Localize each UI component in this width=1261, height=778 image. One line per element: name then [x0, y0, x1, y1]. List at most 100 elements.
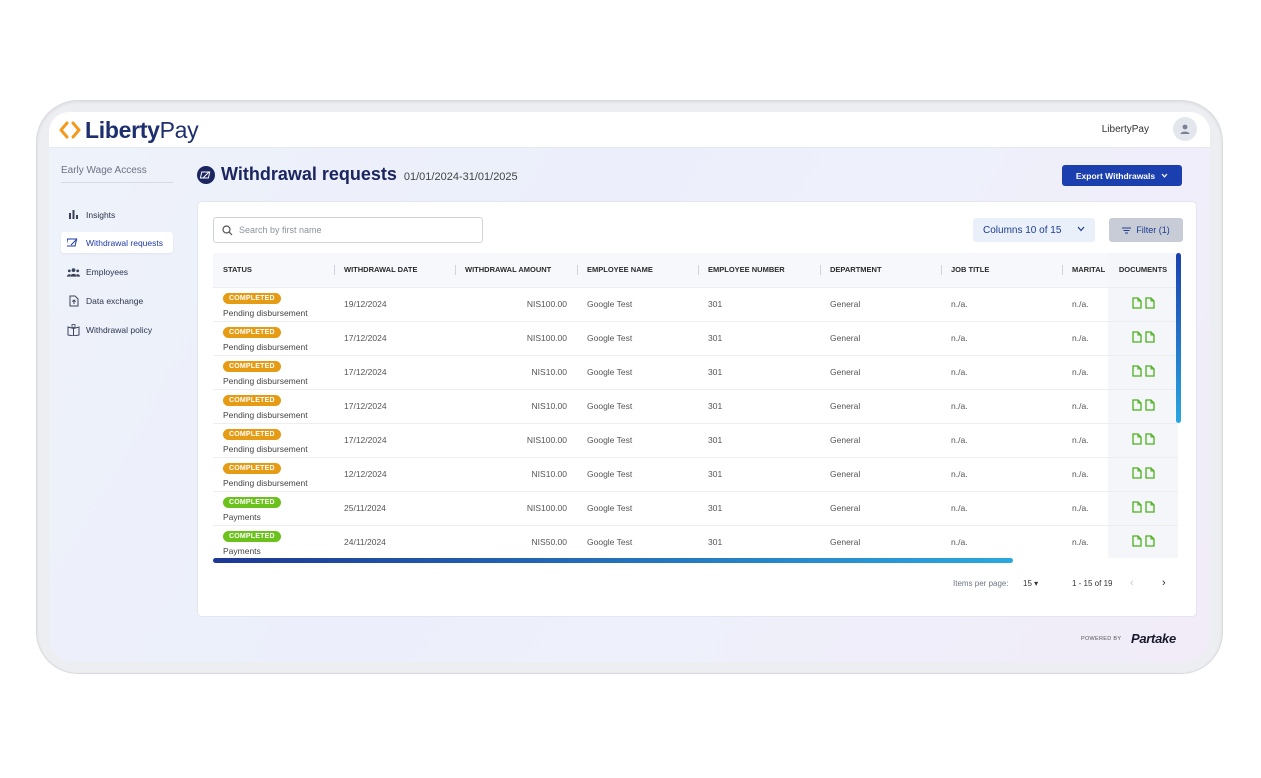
withdrawal-date-cell: 12/12/2024	[334, 456, 455, 491]
horizontal-scrollbar[interactable]	[213, 558, 1013, 563]
withdrawal-date-cell: 17/12/2024	[334, 388, 455, 423]
document-icon[interactable]	[1131, 467, 1142, 479]
sidebar: Early Wage Access Insights Withdrawal re…	[49, 148, 189, 662]
marital-cell: n./a.	[1062, 456, 1108, 491]
table-row[interactable]: COMPLETED Pending disbursement 17/12/2024 N…	[213, 422, 1178, 457]
filter-label: Filter (1)	[1136, 225, 1170, 235]
department-cell: General	[820, 422, 941, 457]
document-icon[interactable]	[1131, 399, 1142, 411]
logo-chevrons-icon	[59, 121, 81, 139]
department-cell: General	[820, 456, 941, 491]
column-header-department[interactable]: DEPARTMENT	[820, 253, 941, 287]
document-icon[interactable]	[1144, 501, 1155, 513]
sidebar-item-label: Withdrawal requests	[86, 237, 164, 248]
table-row[interactable]: COMPLETED Payments 25/11/2024 NIS100.00 Goog…	[213, 490, 1178, 525]
filter-button[interactable]: Filter (1)	[1109, 218, 1183, 242]
status-badge: COMPLETED	[223, 429, 281, 440]
table-row[interactable]: COMPLETED Pending disbursement 17/12/2024 N…	[213, 354, 1178, 389]
withdrawals-table-container[interactable]: STATUS WITHDRAWAL DATE WITHDRAWAL AMOUNT…	[213, 253, 1178, 558]
people-icon	[67, 265, 80, 278]
employee-number-cell: 301	[698, 456, 820, 491]
job-title-cell: n./a.	[941, 456, 1062, 491]
document-icon[interactable]	[1144, 467, 1155, 479]
withdrawals-card: Columns 10 of 15 Filter (1) STATUS WITHD…	[197, 201, 1197, 617]
withdrawal-amount-cell: NIS100.00	[455, 320, 577, 355]
column-header-employee-name[interactable]: EMPLOYEE NAME	[577, 253, 698, 287]
column-header-withdrawal-date[interactable]: WITHDRAWAL DATE	[334, 253, 455, 287]
avatar[interactable]	[1173, 117, 1197, 141]
export-withdrawals-label: Export Withdrawals	[1075, 170, 1156, 181]
search-icon	[222, 224, 233, 235]
table-row[interactable]: COMPLETED Pending disbursement 17/12/2024 N…	[213, 320, 1178, 355]
marital-cell: n./a.	[1062, 490, 1108, 525]
top-bar: LibertyPay LibertyPay	[49, 112, 1210, 148]
previous-page-icon[interactable]: ‹	[1130, 577, 1134, 589]
table-row[interactable]: COMPLETED Pending disbursement 12/12/2024 N…	[213, 456, 1178, 491]
status-cell: COMPLETED Payments	[213, 524, 334, 558]
document-icon[interactable]	[1144, 433, 1155, 445]
search-box[interactable]	[213, 217, 483, 243]
logo[interactable]: LibertyPay	[59, 116, 199, 144]
employee-number-cell: 301	[698, 388, 820, 423]
job-title-cell: n./a.	[941, 320, 1062, 355]
status-badge: COMPLETED	[223, 531, 281, 543]
department-cell: General	[820, 524, 941, 558]
items-per-page-select[interactable]: 15 ▾	[1023, 579, 1039, 588]
department-cell: General	[820, 354, 941, 389]
export-withdrawals-button[interactable]: Export Withdrawals	[1062, 165, 1182, 186]
sidebar-item-employees[interactable]: Employees	[61, 261, 173, 282]
job-title-cell: n./a.	[941, 422, 1062, 457]
column-header-withdrawal-amount[interactable]: WITHDRAWAL AMOUNT	[455, 253, 577, 287]
vertical-scrollbar[interactable]	[1176, 253, 1181, 423]
job-title-cell: n./a.	[941, 354, 1062, 389]
column-header-marital[interactable]: MARITAL	[1062, 253, 1108, 287]
withdrawal-date-cell: 24/11/2024	[334, 524, 455, 558]
sidebar-item-label: Data exchange	[86, 295, 144, 306]
document-icon[interactable]	[1131, 501, 1142, 513]
status-detail: Pending disbursement	[223, 342, 308, 352]
withdrawal-amount-cell: NIS10.00	[455, 354, 577, 389]
column-header-job-title[interactable]: JOB TITLE	[941, 253, 1062, 287]
employee-name-cell: Google Test	[577, 354, 698, 389]
column-header-status[interactable]: STATUS	[213, 253, 334, 287]
document-icon[interactable]	[1131, 365, 1142, 377]
sidebar-item-insights[interactable]: Insights	[61, 204, 173, 225]
documents-cell	[1108, 286, 1178, 321]
status-badge: COMPLETED	[223, 395, 281, 406]
document-icon[interactable]	[1131, 433, 1142, 445]
status-cell: COMPLETED Pending disbursement	[213, 286, 334, 321]
sidebar-item-withdrawal-requests[interactable]: Withdrawal requests	[61, 232, 173, 253]
status-cell: COMPLETED Pending disbursement	[213, 354, 334, 389]
document-icon[interactable]	[1131, 297, 1142, 309]
sidebar-item-data-exchange[interactable]: Data exchange	[61, 290, 173, 311]
logo-text: LibertyPay	[85, 116, 199, 143]
search-input[interactable]	[239, 225, 469, 235]
columns-selector[interactable]: Columns 10 of 15	[973, 218, 1095, 242]
table-row[interactable]: COMPLETED Pending disbursement 17/12/2024 N…	[213, 388, 1178, 423]
status-detail: Payments	[223, 512, 261, 522]
document-icon[interactable]	[1144, 399, 1155, 411]
table-row[interactable]: COMPLETED Payments 24/11/2024 NIS50.00 Googl…	[213, 524, 1178, 558]
partake-logo: Partake	[1131, 631, 1176, 646]
document-icon[interactable]	[1144, 331, 1155, 343]
user-icon	[1180, 124, 1190, 134]
withdrawals-table: STATUS WITHDRAWAL DATE WITHDRAWAL AMOUNT…	[213, 253, 1178, 558]
table-row[interactable]: COMPLETED Pending disbursement 19/12/2024 N…	[213, 286, 1178, 321]
document-icon[interactable]	[1144, 365, 1155, 377]
employee-name-cell: Google Test	[577, 388, 698, 423]
withdrawal-date-cell: 17/12/2024	[334, 422, 455, 457]
marital-cell: n./a.	[1062, 286, 1108, 321]
document-icon[interactable]	[1131, 535, 1142, 547]
status-badge: COMPLETED	[223, 497, 281, 508]
employee-number-cell: 301	[698, 524, 820, 558]
document-icon[interactable]	[1131, 331, 1142, 343]
next-page-icon[interactable]: ›	[1162, 577, 1166, 589]
document-icon[interactable]	[1144, 297, 1155, 309]
withdrawal-icon	[67, 236, 80, 249]
employee-number-cell: 301	[698, 286, 820, 321]
page-title: Withdrawal requests	[221, 164, 397, 184]
document-icon[interactable]	[1144, 535, 1155, 547]
marital-cell: n./a.	[1062, 354, 1108, 389]
sidebar-item-withdrawal-policy[interactable]: Withdrawal policy	[61, 319, 173, 340]
column-header-employee-number[interactable]: EMPLOYEE NUMBER	[698, 253, 820, 287]
